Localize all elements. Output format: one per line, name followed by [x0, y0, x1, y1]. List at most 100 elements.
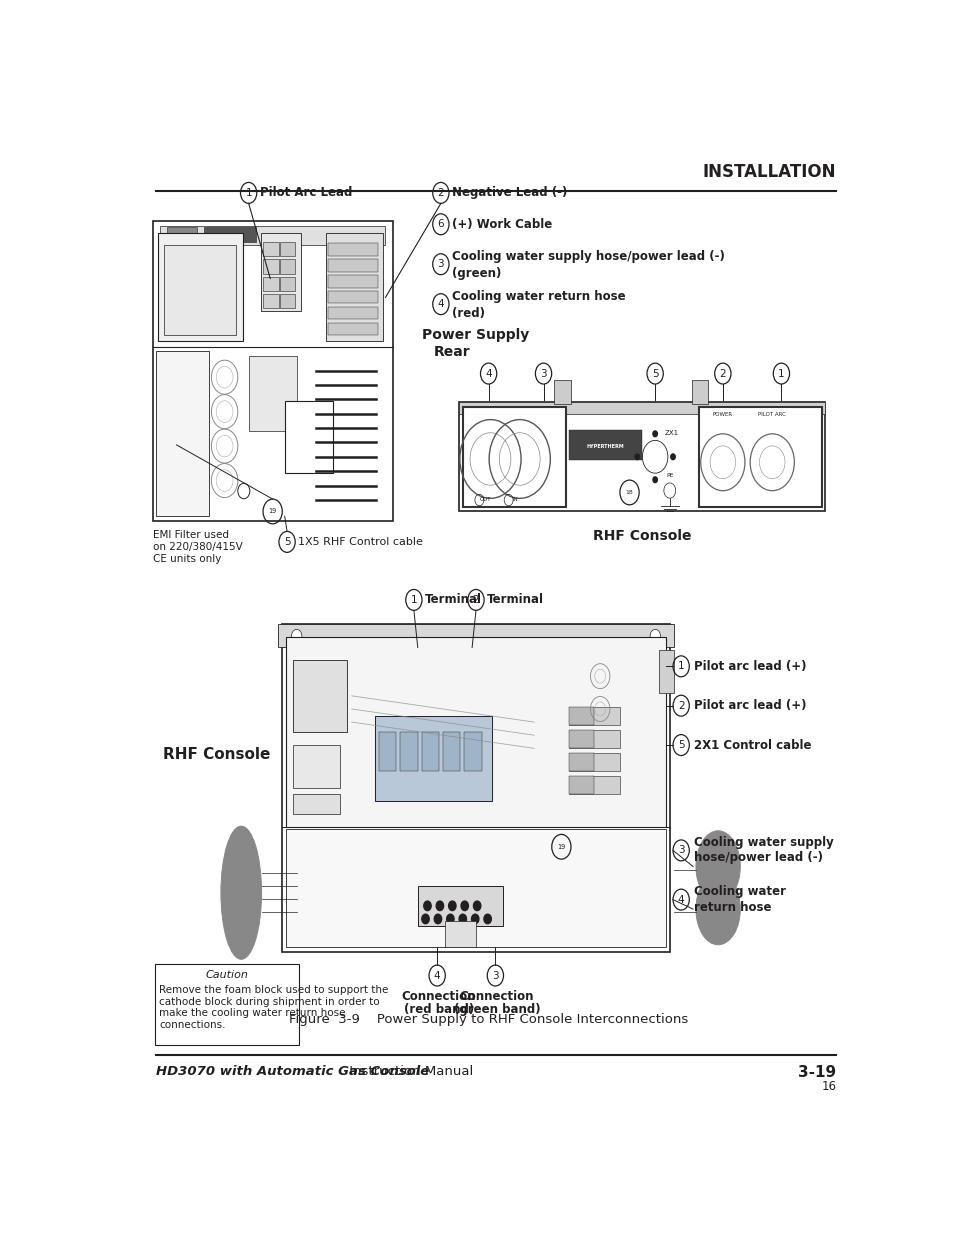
Circle shape — [483, 914, 491, 924]
Bar — [278, 624, 673, 647]
Bar — [279, 259, 295, 273]
Bar — [249, 356, 296, 431]
Bar — [263, 277, 278, 291]
Circle shape — [473, 902, 480, 910]
Text: hose/power lead (-): hose/power lead (-) — [694, 851, 822, 864]
Text: 19: 19 — [557, 844, 565, 850]
Circle shape — [448, 902, 456, 910]
Text: (green band): (green band) — [453, 1003, 539, 1016]
Text: Terminal: Terminal — [487, 593, 543, 606]
Text: 3: 3 — [539, 368, 546, 379]
Text: Figure  3-9    Power Supply to RHF Console Interconnections: Figure 3-9 Power Supply to RHF Console I… — [289, 1013, 688, 1026]
Bar — [284, 401, 333, 473]
Bar — [279, 277, 295, 291]
Circle shape — [652, 431, 657, 437]
Text: 1: 1 — [678, 661, 683, 672]
Bar — [328, 243, 378, 256]
Text: 6: 6 — [437, 220, 444, 230]
Text: 3: 3 — [678, 846, 683, 856]
Bar — [156, 352, 209, 516]
Bar — [263, 259, 278, 273]
Bar — [569, 708, 594, 725]
Text: INSTALLATION: INSTALLATION — [702, 163, 836, 182]
Bar — [400, 732, 417, 772]
Bar — [160, 226, 385, 246]
Text: 3: 3 — [437, 259, 444, 269]
Text: RHF Console: RHF Console — [163, 747, 271, 762]
Text: 1X5 RHF Control cable: 1X5 RHF Control cable — [298, 537, 422, 547]
Bar — [328, 259, 378, 272]
Text: Cooling water supply hose/power lead (-): Cooling water supply hose/power lead (-) — [452, 251, 724, 263]
Bar — [263, 294, 278, 309]
Bar — [293, 659, 347, 732]
Text: 5: 5 — [651, 368, 658, 379]
Circle shape — [460, 902, 468, 910]
Text: Connection: Connection — [401, 989, 476, 1003]
Bar — [554, 380, 570, 404]
Text: OUT: OUT — [479, 496, 491, 501]
Bar — [569, 430, 641, 461]
Text: Pilot Arc Lead: Pilot Arc Lead — [259, 186, 352, 199]
Circle shape — [652, 477, 657, 483]
Bar — [569, 777, 618, 794]
Ellipse shape — [700, 840, 734, 893]
Bar — [569, 730, 594, 748]
Text: RHF Console: RHF Console — [593, 529, 691, 542]
Circle shape — [436, 902, 443, 910]
Ellipse shape — [696, 831, 740, 902]
Text: 1: 1 — [778, 368, 784, 379]
Text: 3-19: 3-19 — [798, 1065, 836, 1079]
Bar — [375, 715, 491, 800]
Ellipse shape — [700, 883, 734, 935]
Circle shape — [434, 914, 441, 924]
Bar — [328, 275, 378, 288]
Bar — [569, 708, 618, 725]
Text: 16: 16 — [821, 1081, 836, 1093]
Bar — [459, 403, 824, 414]
Bar — [398, 646, 420, 673]
Bar — [569, 753, 594, 772]
Text: 4: 4 — [437, 299, 444, 309]
Text: 1: 1 — [245, 188, 252, 198]
Text: 5: 5 — [283, 537, 290, 547]
Bar — [569, 730, 618, 748]
Text: 19: 19 — [268, 509, 276, 515]
Text: Cooling water: Cooling water — [694, 885, 785, 899]
Bar — [417, 887, 502, 925]
Text: 2: 2 — [437, 188, 444, 198]
Text: PE: PE — [665, 473, 673, 478]
Bar — [444, 921, 476, 947]
Text: (+) Work Cable: (+) Work Cable — [452, 217, 552, 231]
Text: HD3070 with Automatic Gas Console: HD3070 with Automatic Gas Console — [156, 1065, 429, 1078]
Bar — [659, 650, 673, 693]
Bar — [204, 227, 255, 242]
Bar — [569, 753, 618, 772]
Bar — [328, 322, 378, 335]
Bar — [260, 233, 301, 311]
Bar — [328, 291, 378, 304]
Text: Instruction Manual: Instruction Manual — [344, 1065, 473, 1078]
Bar — [285, 829, 665, 947]
Circle shape — [458, 914, 466, 924]
Circle shape — [423, 902, 431, 910]
Text: Pilot arc lead (+): Pilot arc lead (+) — [694, 699, 806, 713]
Circle shape — [471, 914, 478, 924]
Text: 4: 4 — [485, 368, 492, 379]
Bar — [691, 380, 707, 404]
Text: IN: IN — [512, 496, 517, 501]
Text: 2: 2 — [472, 595, 478, 605]
Bar — [279, 294, 295, 309]
Text: Power Supply: Power Supply — [422, 327, 529, 342]
Text: (red): (red) — [452, 308, 484, 320]
Text: 18: 18 — [625, 490, 633, 495]
Ellipse shape — [226, 845, 256, 940]
Bar — [462, 406, 565, 506]
Ellipse shape — [221, 826, 261, 960]
Text: 4: 4 — [678, 894, 683, 904]
Bar — [164, 246, 235, 335]
Text: Remove the foam block used to support the
cathode block during shipment in order: Remove the foam block used to support th… — [159, 986, 388, 1030]
Bar — [152, 221, 393, 521]
Bar — [442, 732, 460, 772]
Text: POWER: POWER — [712, 411, 732, 416]
Bar — [464, 732, 481, 772]
